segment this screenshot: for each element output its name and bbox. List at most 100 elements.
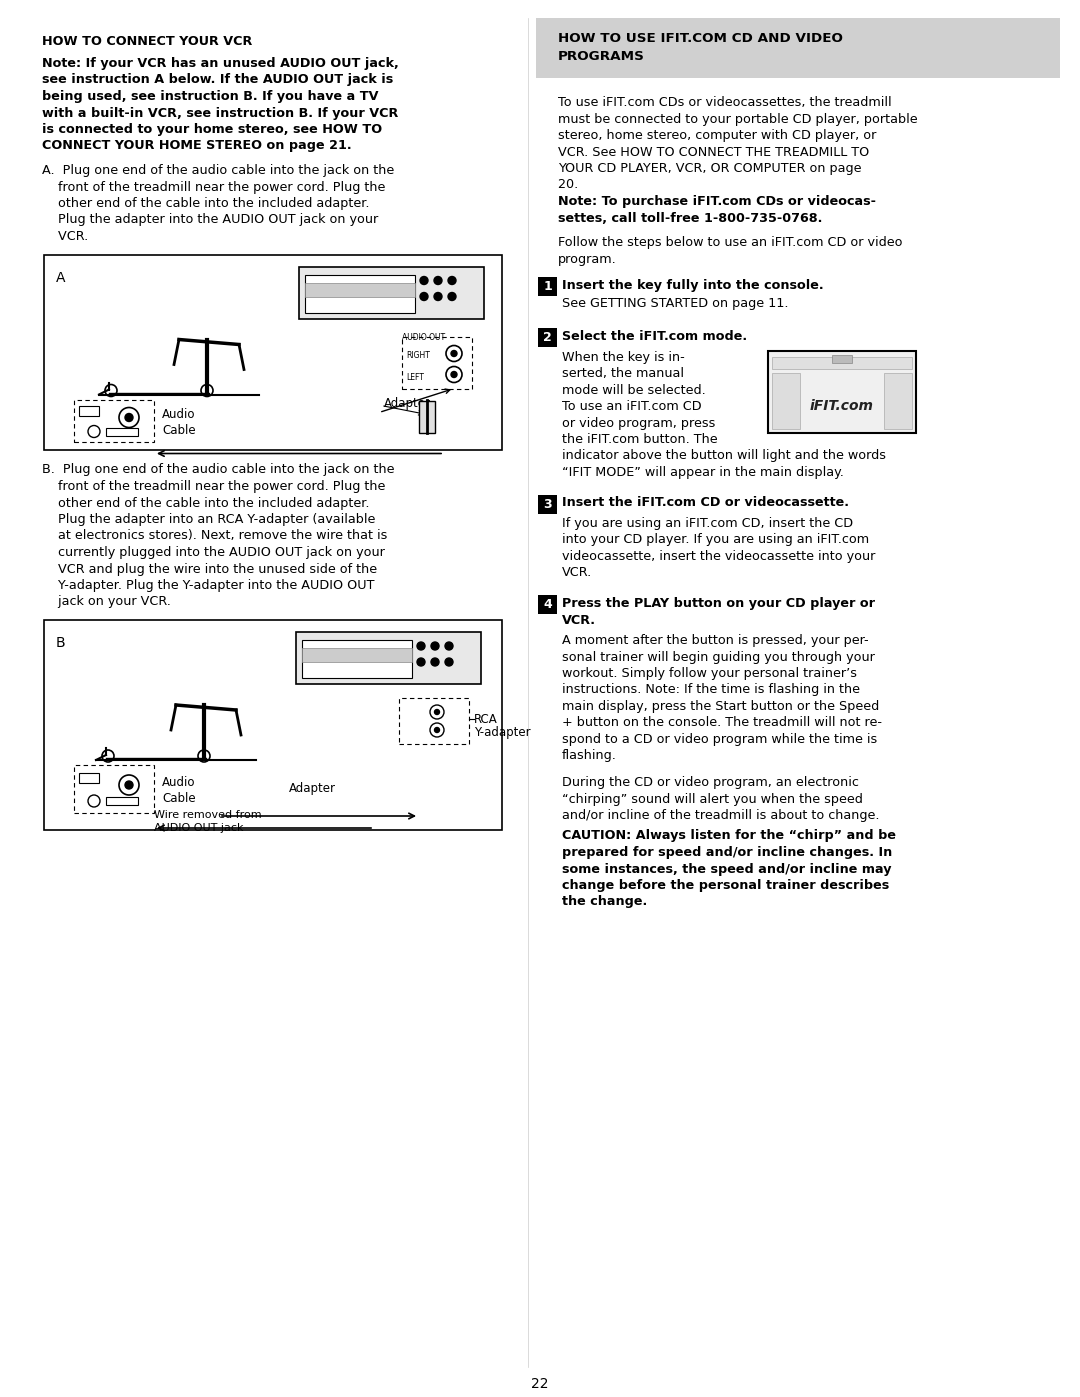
Text: 4: 4 [543, 598, 552, 610]
Text: See GETTING STARTED on page 11.: See GETTING STARTED on page 11. [562, 298, 788, 310]
Text: see instruction A below. If the AUDIO OUT jack is: see instruction A below. If the AUDIO OU… [42, 74, 393, 87]
Text: “chirping” sound will alert you when the speed: “chirping” sound will alert you when the… [562, 792, 863, 806]
Text: Note: If your VCR has an unused AUDIO OUT jack,: Note: If your VCR has an unused AUDIO OU… [42, 57, 399, 70]
Text: CONNECT YOUR HOME STEREO on page 21.: CONNECT YOUR HOME STEREO on page 21. [42, 140, 352, 152]
Text: A.  Plug one end of the audio cable into the jack on the: A. Plug one end of the audio cable into … [42, 163, 394, 177]
Text: B: B [56, 636, 66, 650]
Text: VCR.: VCR. [562, 613, 596, 626]
Text: spond to a CD or video program while the time is: spond to a CD or video program while the… [562, 733, 877, 746]
Text: RIGHT: RIGHT [406, 351, 430, 359]
Bar [44, 620, 502, 830]
Bar [106, 427, 138, 436]
Circle shape [431, 643, 438, 650]
Bar [768, 351, 916, 433]
Text: indicator above the button will light and the words: indicator above the button will light an… [562, 450, 886, 462]
Text: 3: 3 [543, 497, 552, 510]
Text: at electronics stores). Next, remove the wire that is: at electronics stores). Next, remove the… [42, 529, 388, 542]
Text: Plug the adapter into the AUDIO OUT jack on your: Plug the adapter into the AUDIO OUT jack… [42, 214, 378, 226]
Text: videocassette, insert the videocassette into your: videocassette, insert the videocassette … [562, 550, 876, 563]
Text: Note: To purchase iFIT.com CDs or videocas-: Note: To purchase iFIT.com CDs or videoc… [558, 196, 876, 208]
Text: “IFIT MODE” will appear in the main display.: “IFIT MODE” will appear in the main disp… [562, 467, 843, 479]
Text: the iFIT.com button. The: the iFIT.com button. The [562, 433, 717, 446]
Text: B.  Plug one end of the audio cable into the jack on the: B. Plug one end of the audio cable into … [42, 464, 394, 476]
Text: currently plugged into the AUDIO OUT jack on your: currently plugged into the AUDIO OUT jac… [42, 546, 384, 559]
Text: HOW TO USE IFIT.COM CD AND VIDEO: HOW TO USE IFIT.COM CD AND VIDEO [558, 32, 842, 45]
Bar [538, 595, 557, 615]
Text: other end of the cable into the included adapter.: other end of the cable into the included… [42, 496, 369, 510]
Circle shape [451, 372, 457, 377]
Circle shape [125, 414, 133, 422]
Text: stereo, home stereo, computer with CD player, or: stereo, home stereo, computer with CD pl… [558, 129, 876, 142]
Text: Y-adapter. Plug the Y-adapter into the AUDIO OUT: Y-adapter. Plug the Y-adapter into the A… [42, 578, 375, 592]
Text: with a built-in VCR, see instruction B. If your VCR: with a built-in VCR, see instruction B. … [42, 106, 399, 120]
Bar [536, 18, 1059, 78]
Circle shape [125, 781, 133, 789]
Text: settes, call toll-free 1-800-735-0768.: settes, call toll-free 1-800-735-0768. [558, 211, 822, 225]
Text: Plug the adapter into an RCA Y-adapter (available: Plug the adapter into an RCA Y-adapter (… [42, 513, 376, 527]
Bar [399, 698, 469, 745]
Bar [772, 356, 912, 369]
Text: HOW TO CONNECT YOUR VCR: HOW TO CONNECT YOUR VCR [42, 35, 253, 47]
Text: + button on the console. The treadmill will not re-: + button on the console. The treadmill w… [562, 717, 882, 729]
Text: the change.: the change. [562, 895, 647, 908]
Text: Audio
Cable: Audio Cable [162, 777, 195, 806]
Bar [832, 355, 852, 362]
Circle shape [445, 643, 453, 650]
Text: program.: program. [558, 253, 617, 265]
Text: A moment after the button is pressed, your per-: A moment after the button is pressed, yo… [562, 634, 868, 647]
Text: CAUTION: Always listen for the “chirp” and be: CAUTION: Always listen for the “chirp” a… [562, 830, 896, 842]
Text: If you are using an iFIT.com CD, insert the CD: If you are using an iFIT.com CD, insert … [562, 517, 853, 529]
Text: When the key is in-: When the key is in- [562, 351, 685, 363]
Bar [538, 328, 557, 346]
Circle shape [417, 643, 426, 650]
Text: workout. Simply follow your personal trainer’s: workout. Simply follow your personal tra… [562, 666, 858, 680]
Bar [75, 400, 154, 441]
Text: AUDIO OUT: AUDIO OUT [402, 332, 445, 341]
Circle shape [448, 292, 456, 300]
Text: VCR. See HOW TO CONNECT THE TREADMILL TO: VCR. See HOW TO CONNECT THE TREADMILL TO [558, 145, 869, 158]
Text: prepared for speed and/or incline changes. In: prepared for speed and/or incline change… [562, 847, 892, 859]
Text: being used, see instruction B. If you have a TV: being used, see instruction B. If you ha… [42, 89, 378, 103]
Text: LEFT: LEFT [406, 373, 423, 381]
Text: VCR.: VCR. [42, 231, 89, 243]
Text: front of the treadmill near the power cord. Plug the: front of the treadmill near the power co… [42, 180, 386, 194]
Circle shape [420, 292, 428, 300]
Text: 20.: 20. [558, 179, 582, 191]
Text: sonal trainer will begin guiding you through your: sonal trainer will begin guiding you thr… [562, 651, 875, 664]
Text: is connected to your home stereo, see HOW TO: is connected to your home stereo, see HO… [42, 123, 382, 136]
Bar [79, 773, 99, 782]
Text: serted, the manual: serted, the manual [562, 367, 684, 380]
Text: Audio
Cable: Audio Cable [162, 408, 195, 437]
Text: main display, press the Start button or the Speed: main display, press the Start button or … [562, 700, 879, 712]
Circle shape [448, 277, 456, 285]
Bar [305, 274, 415, 313]
Bar [885, 373, 912, 429]
Text: jack on your VCR.: jack on your VCR. [42, 595, 171, 609]
Text: or video program, press: or video program, press [562, 416, 715, 429]
Text: Press the PLAY button on your CD player or: Press the PLAY button on your CD player … [562, 597, 875, 610]
Text: Insert the iFIT.com CD or videocassette.: Insert the iFIT.com CD or videocassette. [562, 496, 849, 510]
Circle shape [417, 658, 426, 666]
Text: Select the iFIT.com mode.: Select the iFIT.com mode. [562, 330, 747, 344]
Bar [538, 495, 557, 514]
Text: To use iFIT.com CDs or videocassettes, the treadmill: To use iFIT.com CDs or videocassettes, t… [558, 96, 892, 109]
Circle shape [434, 277, 442, 285]
Text: 1: 1 [543, 279, 552, 293]
Bar [305, 282, 415, 296]
Text: AUDIO OUT jack: AUDIO OUT jack [154, 823, 243, 833]
Bar [299, 267, 484, 319]
Text: other end of the cable into the included adapter.: other end of the cable into the included… [42, 197, 369, 210]
Text: A: A [56, 271, 66, 285]
Text: VCR and plug the wire into the unused side of the: VCR and plug the wire into the unused si… [42, 563, 377, 576]
Text: To use an iFIT.com CD: To use an iFIT.com CD [562, 400, 702, 414]
Text: Wire removed from: Wire removed from [154, 810, 261, 820]
Bar [538, 277, 557, 296]
Bar [302, 640, 411, 678]
Text: 22: 22 [531, 1377, 549, 1391]
Text: VCR.: VCR. [562, 567, 592, 580]
Text: During the CD or video program, an electronic: During the CD or video program, an elect… [562, 775, 859, 789]
Text: instructions. Note: If the time is flashing in the: instructions. Note: If the time is flash… [562, 683, 860, 697]
Circle shape [431, 658, 438, 666]
Text: some instances, the speed and/or incline may: some instances, the speed and/or incline… [562, 862, 891, 876]
Bar [296, 631, 481, 685]
